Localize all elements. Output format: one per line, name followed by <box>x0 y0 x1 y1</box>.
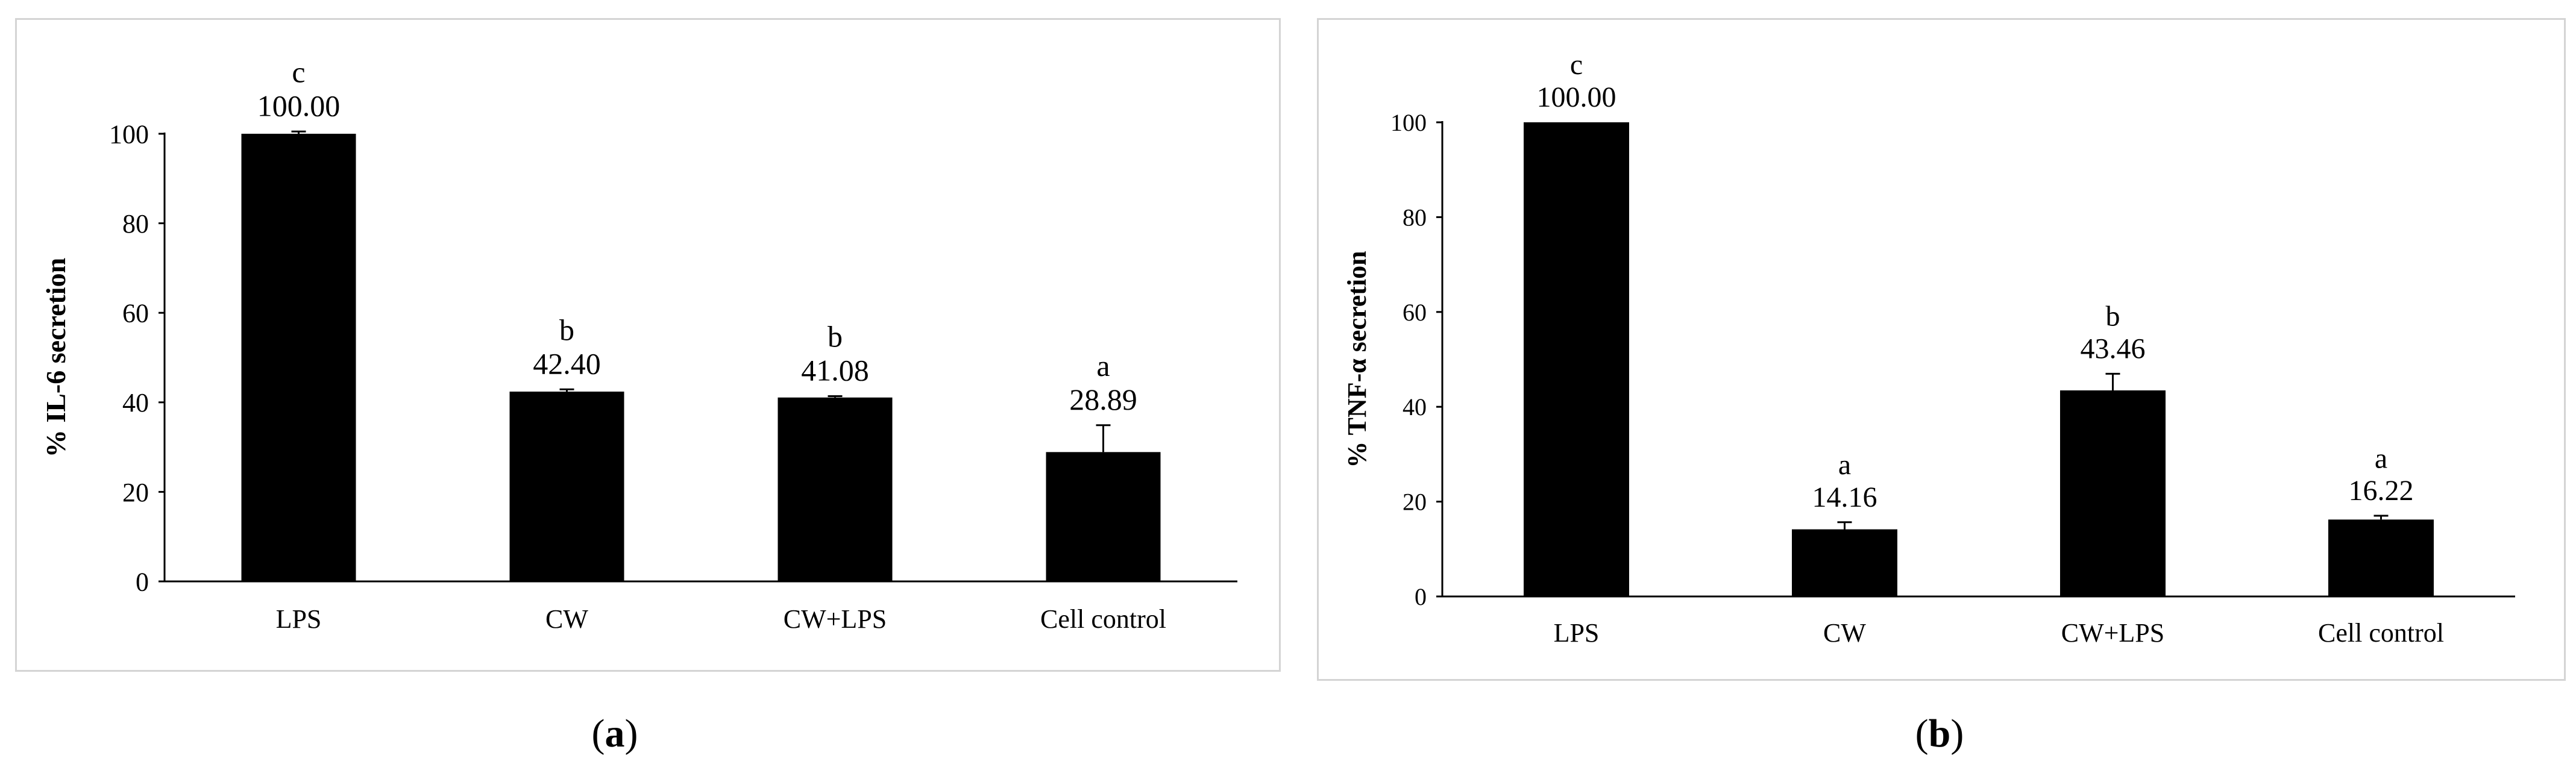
significance-letter: a <box>2375 442 2387 474</box>
y-tick-label: 60 <box>1403 299 1427 326</box>
bar-lps <box>1524 122 1629 596</box>
significance-letter: b <box>2106 301 2120 333</box>
y-tick-label: 20 <box>122 478 149 507</box>
significance-letter: b <box>828 320 843 354</box>
chart-panel-a: 0 20 40 60 80 100 % IL-6 secretion 100.00 c LPS 42… <box>15 18 1281 672</box>
chart-panel-b: 0 20 40 60 80 100 % TNF-α secretion 100.00 c LPS 1… <box>1317 18 2566 681</box>
y-tick-label: 40 <box>1403 393 1427 421</box>
chart-a-svg: 0 20 40 60 80 100 % IL-6 secretion 100.00c LPS 42… <box>40 55 1237 634</box>
y-tick-label: 20 <box>1403 489 1427 516</box>
bar-cw-lps <box>2060 390 2166 596</box>
bar-cw-lps <box>778 397 893 581</box>
data-label: 14.16 <box>1812 481 1877 513</box>
y-tick-label: 80 <box>122 209 149 239</box>
bar-cell-control <box>1046 452 1161 581</box>
data-label: 28.89 <box>1069 383 1137 416</box>
y-tick-label: 0 <box>1415 583 1427 610</box>
significance-letter: b <box>559 313 574 346</box>
caption-b: (b) <box>1915 712 1964 756</box>
significance-letter: a <box>1838 449 1851 481</box>
data-label: 100.00 <box>1537 81 1616 113</box>
y-axis-title: % IL-6 secretion <box>40 258 71 457</box>
x-tick-label: CW+LPS <box>784 604 887 634</box>
x-tick-label: LPS <box>276 604 322 634</box>
bar-cw <box>509 391 624 581</box>
data-label: 41.08 <box>801 354 869 387</box>
significance-letter: c <box>1570 49 1583 81</box>
y-tick-label: 100 <box>109 119 149 149</box>
y-tick-label: 0 <box>136 567 149 596</box>
bar-lps <box>241 134 356 581</box>
x-tick-label: Cell control <box>2318 618 2444 648</box>
x-tick-label: CW+LPS <box>2061 618 2165 648</box>
bar-cw <box>1792 529 1897 596</box>
data-label: 16.22 <box>2349 475 2414 507</box>
y-axis-title: % TNF-α secretion <box>1342 251 1372 468</box>
x-tick-label: Cell control <box>1040 604 1166 634</box>
y-tick-label: 80 <box>1403 204 1427 231</box>
caption-a: (a) <box>591 712 638 756</box>
y-tick-label: 40 <box>122 388 149 418</box>
significance-letter: a <box>1096 349 1110 383</box>
chart-b-svg: 0 20 40 60 80 100 % TNF-α secretion 100.00c LPS 1… <box>1342 49 2515 648</box>
y-tick-label: 100 <box>1390 109 1427 136</box>
x-tick-label: CW <box>545 604 588 634</box>
y-tick-label: 60 <box>122 299 149 328</box>
data-label: 43.46 <box>2081 333 2146 365</box>
x-tick-label: CW <box>1823 618 1866 648</box>
significance-letter: c <box>292 55 305 89</box>
x-tick-label: LPS <box>1554 618 1600 648</box>
bar-cell-control <box>2328 519 2434 596</box>
data-label: 42.40 <box>533 346 601 380</box>
data-label: 100.00 <box>257 89 341 122</box>
